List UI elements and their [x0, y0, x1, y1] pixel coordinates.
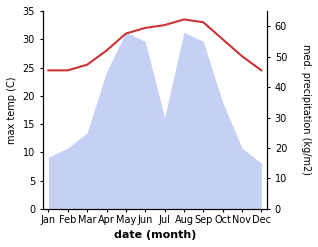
X-axis label: date (month): date (month) [114, 230, 196, 240]
Y-axis label: max temp (C): max temp (C) [7, 76, 17, 144]
Y-axis label: med. precipitation (kg/m2): med. precipitation (kg/m2) [301, 44, 311, 175]
